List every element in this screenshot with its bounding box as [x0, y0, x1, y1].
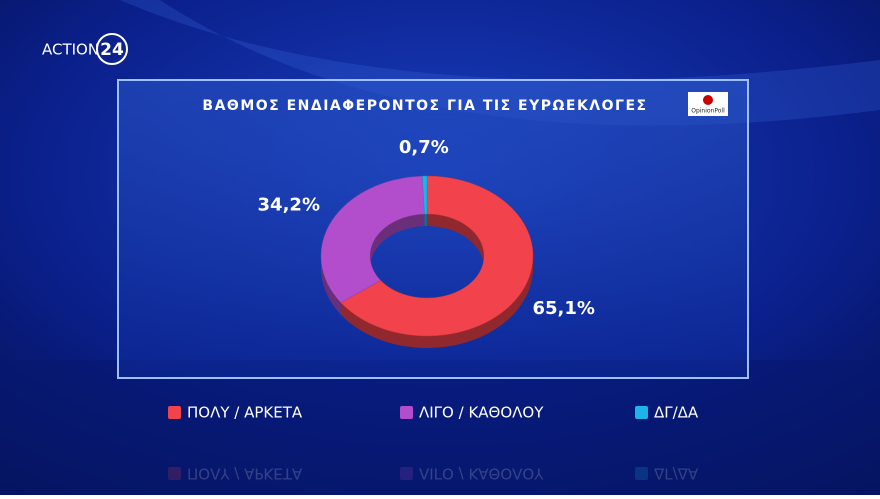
- legend-label: ΠΟΛΥ / ΑΡΚΕΤΑ: [187, 465, 303, 483]
- brand-name: ACTION: [42, 41, 99, 59]
- legend-label: ΠΟΛΥ / ΑΡΚΕΤΑ: [187, 404, 303, 422]
- legend-swatch: [168, 467, 181, 480]
- legend-reflection: ΠΟΛΥ / ΑΡΚΕΤΑ ΛΙΓΟ / ΚΑΘΟΛΟΥ ΔΓ/ΔΑ: [168, 465, 699, 483]
- legend-label: ΔΓ/ΔΑ: [654, 465, 699, 483]
- value-label: 0,7%: [399, 137, 449, 158]
- legend-label: ΛΙΓΟ / ΚΑΘΟΛΟΥ: [419, 404, 544, 422]
- legend-swatch: [168, 406, 181, 419]
- slice: [340, 175, 534, 337]
- legend: ΠΟΛΥ / ΑΡΚΕΤΑ ΛΙΓΟ / ΚΑΘΟΛΟΥ ΔΓ/ΔΑ: [168, 404, 699, 422]
- brand-ring: [96, 33, 128, 65]
- chart-title: ΒΑΘΜΟΣ ΕΝΔΙΑΦΕΡΟΝΤΟΣ ΓΙΑ ΤΙΣ ΕΥΡΩΕΚΛΟΓΕΣ: [202, 98, 647, 114]
- poll-logo-dot: [703, 95, 713, 105]
- floor: [0, 360, 880, 495]
- legend-label: ΛΙΓΟ / ΚΑΘΟΛΟΥ: [419, 465, 544, 483]
- value-label: 34,2%: [258, 194, 320, 215]
- legend-swatch: [400, 467, 413, 480]
- poll-logo: OpinionPoll: [691, 108, 725, 115]
- value-label: 65,1%: [533, 298, 595, 319]
- legend-swatch: [635, 467, 648, 480]
- slice: [320, 175, 425, 303]
- legend-label: ΔΓ/ΔΑ: [654, 404, 699, 422]
- slice: [422, 175, 428, 215]
- donut-chart: 65,1% 34,2% 0,7%: [258, 137, 595, 348]
- legend-swatch: [635, 406, 648, 419]
- brand-number: 24: [100, 40, 124, 60]
- legend-swatch: [400, 406, 413, 419]
